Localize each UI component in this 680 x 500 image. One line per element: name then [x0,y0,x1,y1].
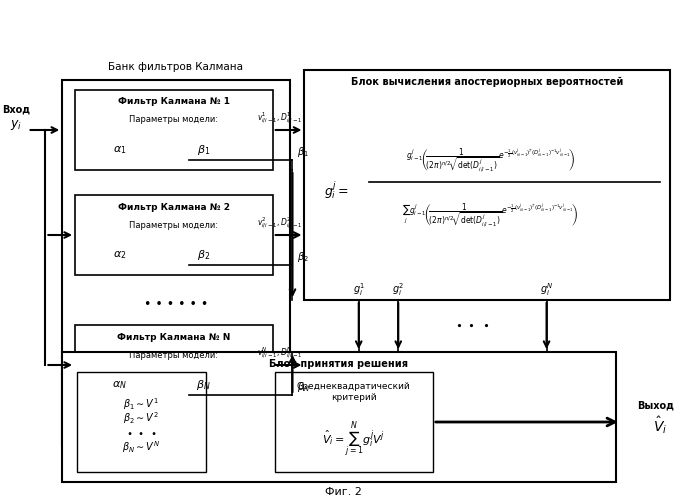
Text: $\beta_N \sim V^N$: $\beta_N \sim V^N$ [122,439,160,455]
Text: $g_{i-1}^j\!\left(\!\dfrac{1}{(2\pi)^{n/2}\!\sqrt{\det(D^j_{i/i-1})}}e^{-\frac{1: $g_{i-1}^j\!\left(\!\dfrac{1}{(2\pi)^{n/… [405,146,575,174]
Text: $\sum_j g_{i-1}^j\!\left(\!\dfrac{1}{(2\pi)^{n/2}\!\sqrt{\det(D^j_{i/i-1})}}e^{-: $\sum_j g_{i-1}^j\!\left(\!\dfrac{1}{(2\… [402,202,579,228]
Text: $y_i$: $y_i$ [10,118,22,132]
FancyBboxPatch shape [62,352,616,482]
Text: Среднеквадратический
критерий: Среднеквадратический критерий [297,382,411,402]
Text: Фильтр Калмана № 1: Фильтр Калмана № 1 [118,98,230,106]
FancyBboxPatch shape [305,70,670,300]
FancyBboxPatch shape [75,195,273,275]
Text: Вход: Вход [2,105,30,115]
Text: $\hat{V}_i$: $\hat{V}_i$ [653,414,667,436]
Text: Выход: Выход [637,400,674,410]
Text: $\beta_2 \sim V^2$: $\beta_2 \sim V^2$ [123,410,159,426]
Text: $\alpha_N$: $\alpha_N$ [112,379,127,391]
Text: Параметры модели:: Параметры модели: [129,220,218,230]
Text: Фильтр Калмана № N: Фильтр Калмана № N [117,332,231,342]
Text: $\beta_1$: $\beta_1$ [297,145,309,159]
Text: Параметры модели:: Параметры модели: [129,350,218,360]
Text: Банк фильтров Калмана: Банк фильтров Калмана [108,62,243,72]
Text: $\beta_2$: $\beta_2$ [297,250,309,264]
Text: $\beta_2$: $\beta_2$ [197,248,210,262]
Text: $\beta_N$: $\beta_N$ [297,380,311,394]
Text: Блок принятия решения: Блок принятия решения [269,359,409,369]
Text: $v^1_{i/i-1}, D^1_{i/i-1}$: $v^1_{i/i-1}, D^1_{i/i-1}$ [257,110,303,126]
FancyBboxPatch shape [62,80,290,445]
Text: Фильтр Калмана № 2: Фильтр Калмана № 2 [118,202,230,211]
Text: • • • • • •: • • • • • • [143,298,208,312]
Text: $\beta_1$: $\beta_1$ [197,143,210,157]
Text: $\beta_N$: $\beta_N$ [196,378,211,392]
Text: $g_i^j =$: $g_i^j =$ [324,179,349,201]
Text: $\bullet\ \bullet\ \bullet$: $\bullet\ \bullet\ \bullet$ [455,320,490,330]
Text: Фиг. 2: Фиг. 2 [326,487,362,497]
FancyBboxPatch shape [275,372,433,472]
Text: $\alpha_1$: $\alpha_1$ [113,144,126,156]
Text: $\bullet\ \bullet\ \bullet$: $\bullet\ \bullet\ \bullet$ [126,427,156,437]
FancyBboxPatch shape [75,90,273,170]
Text: $\beta_1 \sim V^1$: $\beta_1 \sim V^1$ [123,396,159,412]
Text: $g_i^2$: $g_i^2$ [392,281,405,298]
Text: $\hat{V}_i = \sum_{j=1}^{N} g_i^j V^j$: $\hat{V}_i = \sum_{j=1}^{N} g_i^j V^j$ [322,420,386,460]
FancyBboxPatch shape [77,372,205,472]
Text: $v^2_{i/i-1}, D^2_{i/i-1}$: $v^2_{i/i-1}, D^2_{i/i-1}$ [257,216,303,230]
Text: $g_i^N$: $g_i^N$ [540,281,554,298]
Text: $g_i^1$: $g_i^1$ [353,281,365,298]
Text: Параметры модели:: Параметры модели: [129,116,218,124]
Text: $\alpha_2$: $\alpha_2$ [113,249,126,261]
FancyBboxPatch shape [75,325,273,405]
Text: Блок вычисления апостериорных вероятностей: Блок вычисления апостериорных вероятност… [351,77,624,87]
Text: $v^N_{i/i-1}, D^N_{i/i-1}$: $v^N_{i/i-1}, D^N_{i/i-1}$ [257,346,303,360]
